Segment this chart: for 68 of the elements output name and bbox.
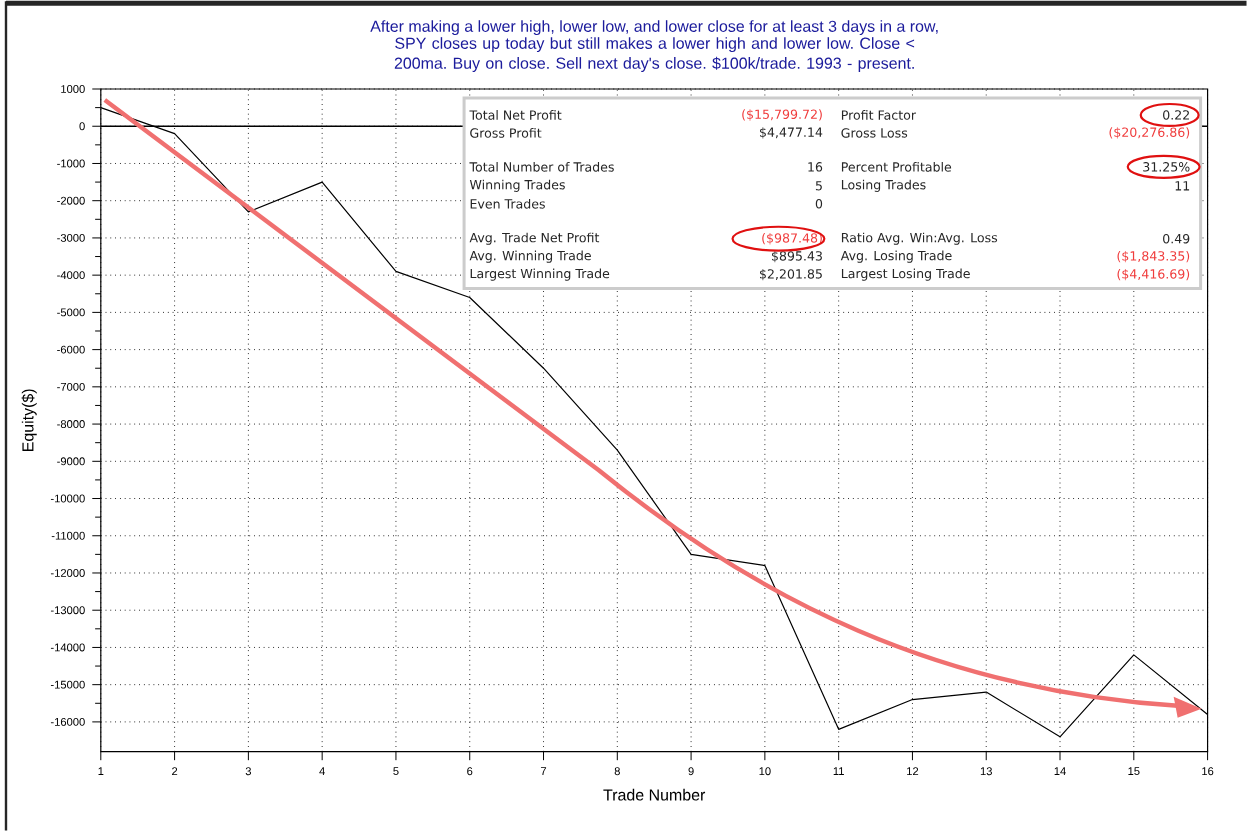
annotation: $4,477.14 [760, 127, 823, 139]
x-tick-label: 10 [759, 767, 771, 776]
annotation: Losing Trades [841, 179, 926, 193]
y-tick-label: 0 [79, 122, 85, 131]
annotation: $2,201.85 [760, 269, 822, 281]
y-tick-label: -16000 [50, 718, 85, 726]
x-tick-label: 1 [98, 767, 104, 776]
x-tick-label: 6 [467, 767, 473, 776]
y-tick-label: -12000 [50, 569, 85, 578]
y-tick-label: -1000 [57, 159, 85, 168]
annotation: Largest Losing Trade [841, 268, 970, 281]
annotation: Largest Winning Trade [470, 268, 610, 281]
annotation: 16 [808, 162, 823, 172]
y-tick-label: -10000 [50, 494, 85, 503]
y-tick-label: -15000 [50, 680, 85, 689]
x-tick-label: 11 [833, 767, 844, 776]
y-tick-label: -11000 [51, 531, 85, 540]
annotation: $895.43 [772, 251, 822, 263]
annotation: Total Net Profit [469, 110, 562, 120]
y-tick-label: -6000 [57, 345, 85, 354]
y-tick-label: 1000 [61, 85, 85, 94]
annotation: Avg. Losing Trade [840, 250, 952, 263]
annotation: 0 [815, 199, 823, 209]
y-tick-label: -8000 [57, 420, 85, 429]
annotation: ($15,799.72) [742, 109, 822, 121]
annotation: Winning Trades [469, 179, 565, 193]
x-tick-label: 12 [907, 767, 919, 776]
x-tick-label: 14 [1054, 767, 1066, 776]
annotation: Total Number of Trades [469, 162, 614, 172]
annotation: 5 [815, 181, 822, 191]
annotation: Even Trades [470, 199, 545, 209]
annotation: ($4,416.69) [1117, 269, 1190, 281]
annotation: 31.25% [1143, 162, 1190, 172]
chart-subtitle: SPY closes up today but still makes a lower high and lower low. Close < 200ma. Buy on close. Sell next day's close. $100k/trade. 1993 - present. [394, 37, 915, 73]
annotation: 0.49 [1163, 234, 1190, 244]
annotation: 11 [1175, 181, 1190, 191]
chart-title: After making a lower high, lower low, and lower close for at least 3 days in a row, [370, 20, 938, 36]
x-tick-label: 3 [245, 767, 251, 776]
annotation: Percent Profitable [841, 162, 952, 172]
annotation: Gross Profit [470, 128, 542, 138]
x-tick-label: 4 [319, 767, 325, 776]
y-tick-label: -2000 [57, 196, 85, 205]
x-tick-label: 15 [1128, 767, 1140, 776]
x-tick-label: 8 [614, 767, 620, 776]
annotation: ($1,843.35) [1117, 251, 1190, 263]
annotation: ($20,276.86) [1109, 127, 1190, 139]
y-tick-label: -4000 [57, 271, 85, 280]
y-tick-label: -13000 [50, 606, 85, 615]
x-tick-label: 5 [393, 767, 399, 776]
y-tick-label: -14000 [50, 643, 85, 652]
x-tick-label: 16 [1202, 767, 1214, 776]
x-tick-label: 7 [540, 767, 547, 776]
annotation: Avg. Trade Net Profit [469, 232, 600, 245]
annotation: 0.22 [1163, 110, 1189, 120]
annotation: Profit Factor [841, 110, 917, 120]
y-tick-label: -7000 [57, 383, 85, 391]
x-tick-label: 13 [980, 767, 992, 776]
annotation: Gross Loss [841, 128, 908, 138]
x-tick-label: 2 [172, 767, 178, 776]
y-tick-label: -9000 [57, 457, 85, 466]
y-axis-title: Equity($) [21, 389, 37, 452]
y-tick-label: -3000 [57, 234, 85, 243]
annotation: Ratio Avg. Win:Avg. Loss [841, 232, 998, 245]
annotation: Avg. Winning Trade [469, 250, 591, 263]
x-axis-title: Trade Number [603, 789, 706, 801]
annotation: ($987.48) [762, 233, 822, 245]
x-tick-label: 9 [688, 767, 694, 776]
y-tick-label: -5000 [57, 308, 85, 317]
